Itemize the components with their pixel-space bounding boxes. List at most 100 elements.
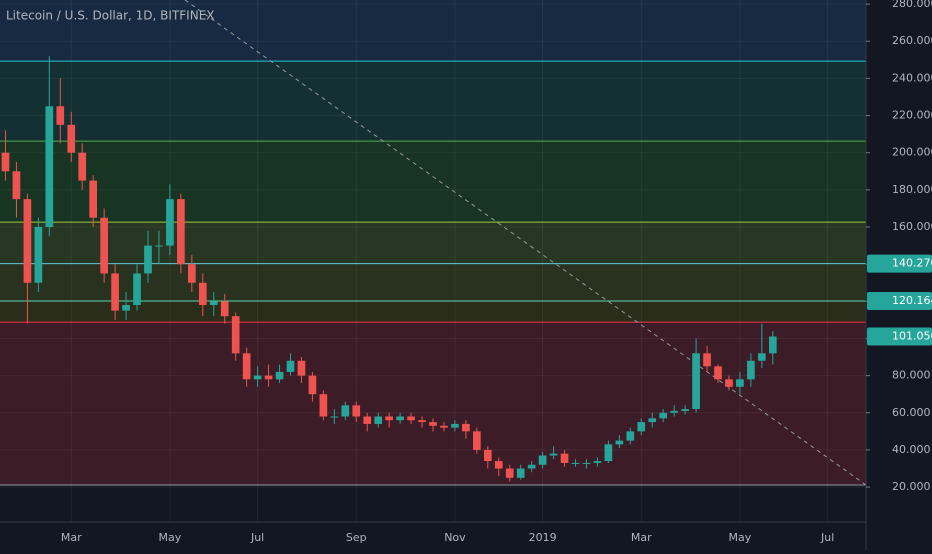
candle-body [264,375,273,380]
candle-body [637,422,646,432]
candle-body [593,461,602,463]
y-tick-label: 200.000 [892,146,932,159]
candle-body [714,366,722,380]
candle-body [231,316,240,354]
candle-body [670,410,679,413]
candle-body [494,461,503,469]
price-label: 120.164 [892,294,932,307]
candle-body [549,453,558,456]
candle-body [527,464,536,469]
candle-body [198,282,207,306]
candle-body [133,273,141,306]
candle-body [122,305,130,311]
y-tick-label: 40.000 [892,443,931,456]
y-tick-label: 260.000 [892,34,932,47]
candle-body [220,301,229,317]
candle-body [34,227,43,283]
candle-body [89,180,98,218]
y-tick-label: 220.000 [892,109,932,122]
candle-body [242,353,251,380]
candle-body [626,431,635,441]
candle-body [275,371,284,380]
candle-body [187,264,196,283]
candle-body [23,199,32,283]
candle-body [758,353,766,361]
candle-body [736,379,744,387]
candle-body [473,431,481,450]
candle-body [111,273,119,311]
price-label: 101.050 [892,330,932,343]
candle-body [516,468,525,478]
x-tick-label: Jul [820,531,834,544]
level-band [0,263,866,301]
y-tick-label: 20.000 [892,480,931,493]
y-tick-label: 80.000 [892,369,931,382]
x-tick-label: May [159,531,182,544]
level-band [0,141,866,223]
x-tick-label: 2019 [529,531,557,544]
candle-body [681,409,689,411]
price-label-box [867,327,932,346]
candle-body [538,455,547,465]
candle-body [155,245,163,247]
price-label: 140.270 [892,257,932,270]
candle-body [45,106,54,228]
candle-body [483,449,492,462]
level-band [0,300,866,323]
candle-body [352,405,361,417]
candle-body [725,379,733,387]
x-tick-label: Sep [346,531,367,544]
candle-body [505,468,514,478]
candle-body [286,360,295,372]
level-band [0,222,866,264]
candle-body [253,375,262,380]
candle-body [440,425,448,428]
level-band [0,322,866,486]
candle-body [604,444,613,462]
candle-body [330,416,339,418]
x-tick-label: Mar [61,531,82,544]
candle-body [571,462,580,464]
candle-body [385,416,393,421]
candle-body [768,336,777,354]
candle-body [462,423,470,432]
candle-body [692,353,700,410]
level-band [0,61,866,142]
y-tick-label: 280.000 [892,0,932,10]
candle-body [177,199,185,265]
candles [1,56,777,482]
candle-body [67,124,76,153]
candle-body [659,412,668,419]
candle-body [209,301,218,306]
price-label-box [867,254,932,273]
price-label-box [867,292,932,311]
candle-body [363,416,372,424]
candle-body [308,375,317,395]
candle-body [451,423,459,428]
level-band [0,0,866,62]
x-tick-label: Jul [250,531,264,544]
candle-body [78,152,87,181]
y-tick-label: 240.000 [892,71,932,84]
y-tick-label: 160.000 [892,220,932,233]
candle-body [166,199,174,246]
candle-body [418,420,426,423]
x-tick-label: Nov [444,531,466,544]
x-tick-label: Mar [631,531,652,544]
candle-body [319,394,328,417]
candle-body [341,405,350,417]
y-tick-label: 180.000 [892,183,932,196]
bands [0,0,866,486]
candle-body [12,171,21,200]
candle-body [615,440,624,445]
candle-body [560,453,569,463]
candle-body [1,152,10,172]
candle-body [407,416,415,421]
candle-body [297,360,306,376]
candle-body [144,245,152,274]
candle-body [703,353,711,367]
candle-body [582,462,591,464]
